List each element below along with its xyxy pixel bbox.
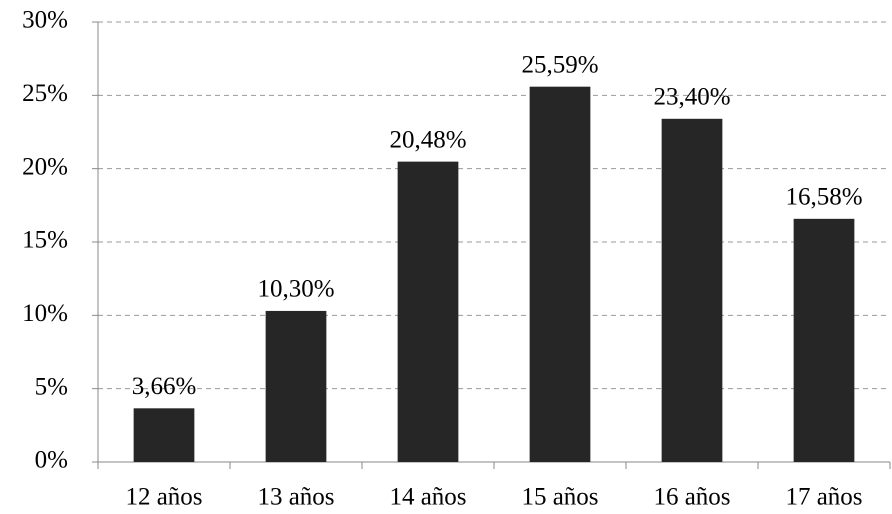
x-tick-label: 12 años [125, 484, 202, 511]
y-tick-label: 30% [22, 7, 68, 34]
x-tick-label: 13 años [257, 484, 334, 511]
bar [265, 310, 327, 462]
data-label: 25,59% [521, 51, 598, 78]
data-label: 10,30% [257, 276, 334, 303]
data-label: 20,48% [389, 126, 466, 153]
bar [397, 161, 459, 463]
bar [661, 118, 723, 463]
y-tick-label: 5% [35, 373, 68, 400]
data-label: 23,40% [653, 84, 730, 111]
data-label: 16,58% [785, 184, 862, 211]
data-label: 3,66% [132, 373, 197, 400]
y-tick-label: 25% [22, 80, 68, 107]
x-tick-label: 14 años [389, 484, 466, 511]
bar [133, 408, 195, 462]
bar [529, 86, 591, 463]
y-tick-label: 0% [35, 447, 68, 474]
bar [793, 218, 855, 462]
x-tick-label: 16 años [653, 484, 730, 511]
y-tick-label: 10% [22, 300, 68, 327]
x-tick-label: 17 años [785, 484, 862, 511]
y-tick-label: 15% [22, 227, 68, 254]
y-tick-label: 20% [22, 153, 68, 180]
x-tick-label: 15 años [521, 484, 598, 511]
